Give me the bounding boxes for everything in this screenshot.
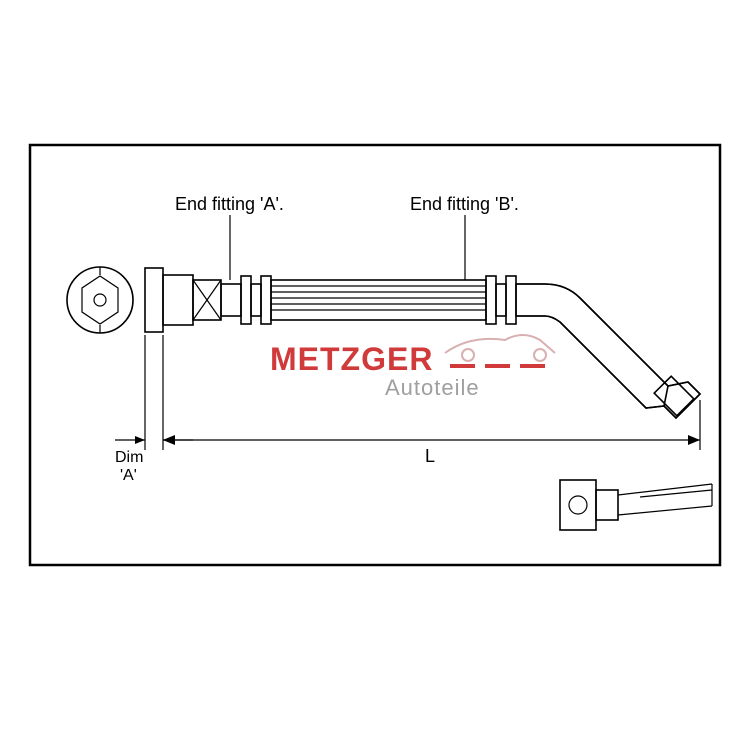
brand-watermark: METZGER Autoteile <box>270 335 555 400</box>
ferrule-left <box>241 276 271 324</box>
ferrule-right <box>486 276 516 324</box>
dim-a-label-prefix: Dim <box>115 449 143 466</box>
brand-name: METZGER <box>270 341 433 377</box>
crimp-1 <box>193 280 221 320</box>
dim-l <box>163 435 700 445</box>
fitting-b-alt-view <box>560 480 712 530</box>
hose-body <box>271 280 486 320</box>
dim-a-label-letter: 'A' <box>120 467 137 484</box>
dim-l-label: L <box>425 446 435 466</box>
diagram-canvas: End fitting 'A'. End fitting 'B'. <box>0 0 750 750</box>
label-fitting-b: End fitting 'B'. <box>410 194 519 214</box>
brand-car-icon <box>445 335 555 361</box>
fitting-a-front-view <box>67 267 133 333</box>
brand-tagline: Autoteile <box>385 375 480 400</box>
label-fitting-a: End fitting 'A'. <box>175 194 284 214</box>
diagram-svg: End fitting 'A'. End fitting 'B'. <box>0 0 750 750</box>
